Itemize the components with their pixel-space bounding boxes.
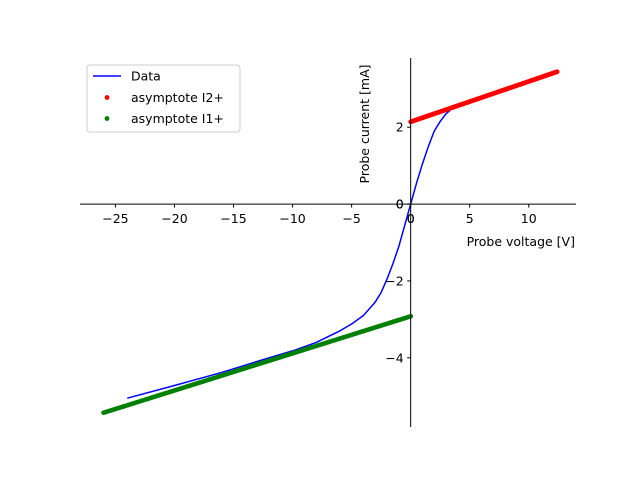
x-tick-label: −15	[220, 211, 246, 226]
legend-label-data: Data	[131, 69, 161, 84]
legend-entry-data: Data	[93, 69, 161, 84]
legend-label-i2: asymptote I2+	[131, 90, 224, 105]
series-line-data	[127, 101, 470, 399]
x-tick-label: 0	[407, 211, 415, 226]
y-tick-label: 0	[396, 197, 404, 212]
y-axis-label: Probe current [mA]	[357, 65, 372, 184]
x-tick-label: 10	[521, 211, 537, 226]
legend-label-i1: asymptote I1+	[131, 111, 224, 126]
legend-entry-i2: asymptote I2+	[104, 90, 224, 105]
x-tick-label: 0	[407, 211, 415, 226]
y-tick-label: 0	[396, 197, 404, 212]
x-tick-label: −25	[102, 211, 128, 226]
legend-swatch-i2	[104, 95, 110, 100]
x-tick-label: −10	[279, 211, 305, 226]
legend-entry-i1: asymptote I1+	[104, 111, 224, 126]
x-tick-label: 5	[466, 211, 474, 226]
x-ticks: −25 −20 −15 −10 −5 0 5 100	[102, 204, 537, 226]
legend-swatch-i1	[104, 116, 110, 121]
x-axis-label: Probe voltage [V]	[467, 234, 575, 249]
y-tick-label: 2	[396, 120, 404, 135]
legend: Data asymptote I2+ asymptote I1+	[86, 64, 241, 133]
x-tick-label: −20	[161, 211, 187, 226]
series-layer	[101, 69, 560, 416]
asymptote-i1-point-group	[101, 313, 414, 416]
y-tick-label: −2	[385, 273, 403, 288]
x-tick-label: −5	[342, 211, 360, 226]
legend-frame	[86, 64, 241, 133]
y-tick-label: −4	[385, 350, 403, 365]
asymptote-i2-point	[554, 69, 560, 75]
asymptote-i2-point-group	[408, 69, 560, 125]
